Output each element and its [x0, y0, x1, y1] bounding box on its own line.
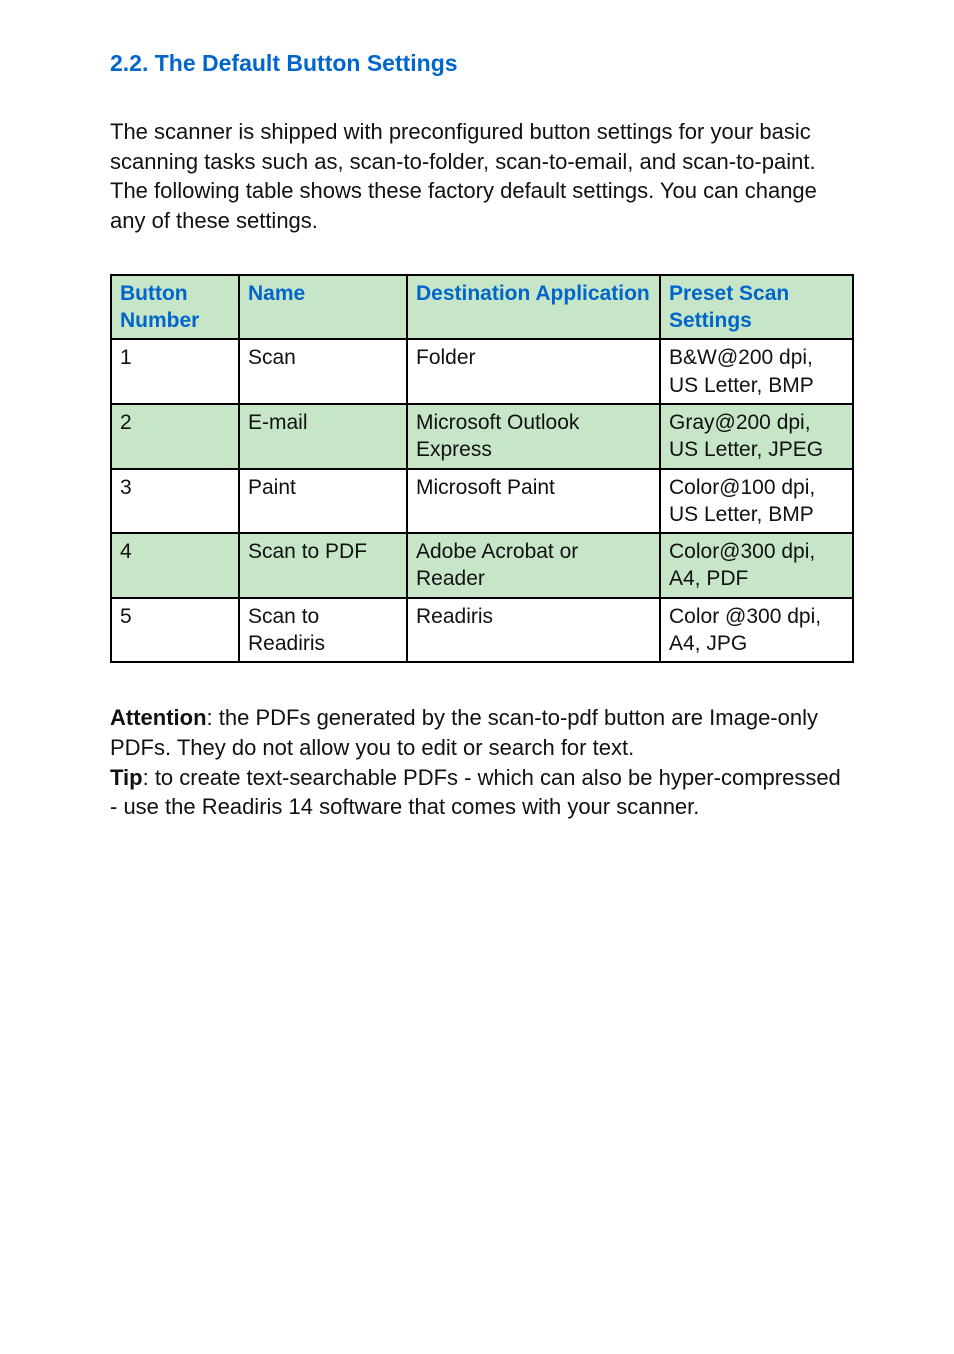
table-row: 5 Scan to Readiris Readiris Color @300 d…: [111, 598, 853, 663]
attention-text: : the PDFs generated by the scan-to-pdf …: [110, 705, 818, 760]
tip-text: : to create text-searchable PDFs - which…: [110, 765, 841, 820]
col-header-destination: Destination Application: [407, 275, 660, 340]
table-row: 1 Scan Folder B&W@200 dpi, US Letter, BM…: [111, 339, 853, 404]
intro-paragraph: The scanner is shipped with preconfigure…: [110, 117, 854, 236]
cell-destination: Readiris: [407, 598, 660, 663]
cell-preset: Color@300 dpi, A4, PDF: [660, 533, 853, 598]
tip-label: Tip: [110, 765, 143, 790]
cell-button-number: 5: [111, 598, 239, 663]
cell-button-number: 1: [111, 339, 239, 404]
notes-block: Attention: the PDFs generated by the sca…: [110, 703, 854, 822]
cell-button-number: 4: [111, 533, 239, 598]
cell-button-number: 2: [111, 404, 239, 469]
cell-name: Scan to PDF: [239, 533, 407, 598]
cell-preset: Color @300 dpi, A4, JPG: [660, 598, 853, 663]
table-row: 3 Paint Microsoft Paint Color@100 dpi, U…: [111, 469, 853, 534]
cell-preset: B&W@200 dpi, US Letter, BMP: [660, 339, 853, 404]
table-row: 4 Scan to PDF Adobe Acrobat or Reader Co…: [111, 533, 853, 598]
cell-name: E-mail: [239, 404, 407, 469]
cell-preset: Color@100 dpi, US Letter, BMP: [660, 469, 853, 534]
cell-name: Scan to Readiris: [239, 598, 407, 663]
section-heading: 2.2. The Default Button Settings: [110, 50, 854, 77]
cell-destination: Microsoft Paint: [407, 469, 660, 534]
cell-name: Scan: [239, 339, 407, 404]
cell-destination: Microsoft Outlook Express: [407, 404, 660, 469]
attention-label: Attention: [110, 705, 207, 730]
settings-table: Button Number Name Destination Applicati…: [110, 274, 854, 664]
table-row: 2 E-mail Microsoft Outlook Express Gray@…: [111, 404, 853, 469]
table-header-row: Button Number Name Destination Applicati…: [111, 275, 853, 340]
col-header-button-number: Button Number: [111, 275, 239, 340]
col-header-name: Name: [239, 275, 407, 340]
cell-name: Paint: [239, 469, 407, 534]
col-header-preset: Preset Scan Settings: [660, 275, 853, 340]
cell-destination: Folder: [407, 339, 660, 404]
cell-preset: Gray@200 dpi, US Letter, JPEG: [660, 404, 853, 469]
cell-destination: Adobe Acrobat or Reader: [407, 533, 660, 598]
cell-button-number: 3: [111, 469, 239, 534]
